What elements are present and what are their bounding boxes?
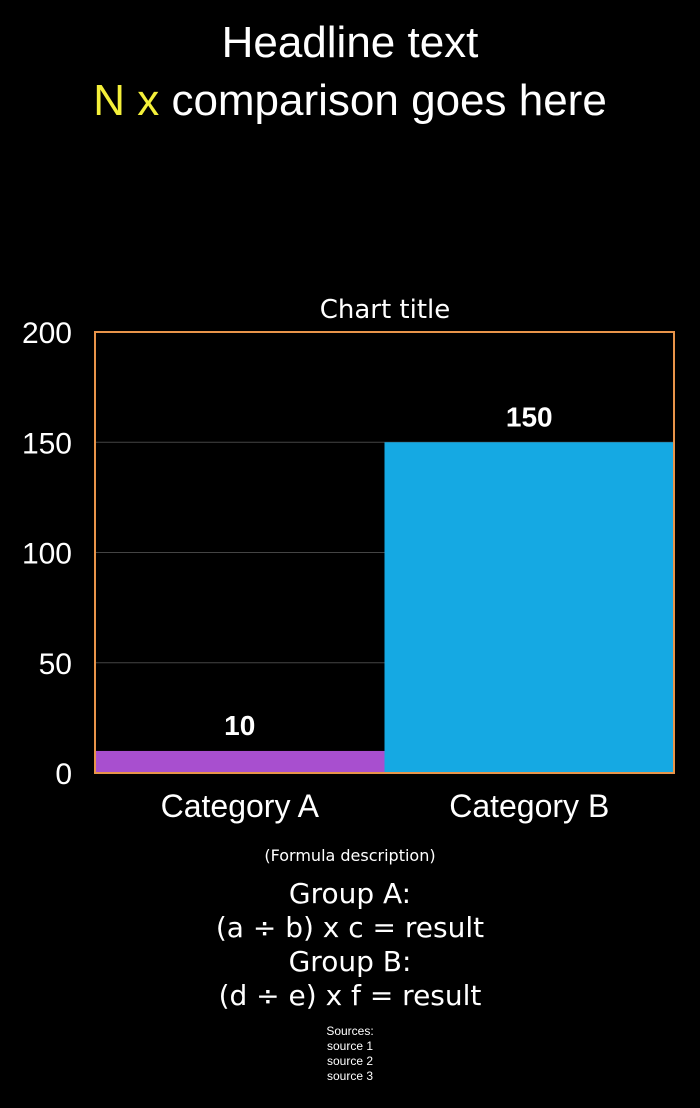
formula-line: Group A: xyxy=(288,877,412,910)
source-link[interactable]: source 2 xyxy=(326,1054,374,1068)
bar-chart: Chart title 0 50 100 150 200 10 Category A 150 Ca… xyxy=(22,295,675,824)
headline-text-2: comparison goes here xyxy=(171,76,607,125)
bar-0 xyxy=(95,750,385,773)
formula-line: (a ÷ b) x c = result xyxy=(215,911,485,944)
chart-frame xyxy=(94,331,675,774)
sources-heading: Sources: xyxy=(326,1024,374,1038)
y-tick-label: 100 xyxy=(22,538,72,571)
headline: Headline text N x comparison goes here xyxy=(0,14,700,130)
data-label: 10 xyxy=(224,710,255,741)
headline-text: Headline text xyxy=(221,18,479,67)
x-tick-label: Category A xyxy=(161,788,320,824)
y-tick-label: 50 xyxy=(39,648,72,681)
sources: Sources: source 1 source 2 source 3 xyxy=(0,1024,700,1084)
source-link[interactable]: source 1 xyxy=(326,1039,374,1053)
formula-line: (d ÷ e) x f = result xyxy=(218,979,482,1012)
y-tick-label: 150 xyxy=(22,427,72,460)
bar-1 xyxy=(384,442,674,773)
headline-highlight: N x xyxy=(93,76,160,125)
formula-block: (Formula description) Group A: (a ÷ b) x… xyxy=(0,846,700,1013)
y-tick-label: 200 xyxy=(22,317,72,350)
data-label: 150 xyxy=(506,401,553,432)
formula-rule: (Formula description) xyxy=(264,846,436,865)
y-tick-label: 0 xyxy=(55,758,72,791)
x-tick-label: Category B xyxy=(449,788,609,824)
formula-line: Group B: xyxy=(288,945,412,978)
source-link[interactable]: source 3 xyxy=(326,1069,374,1083)
chart-title: Chart title xyxy=(320,295,451,325)
